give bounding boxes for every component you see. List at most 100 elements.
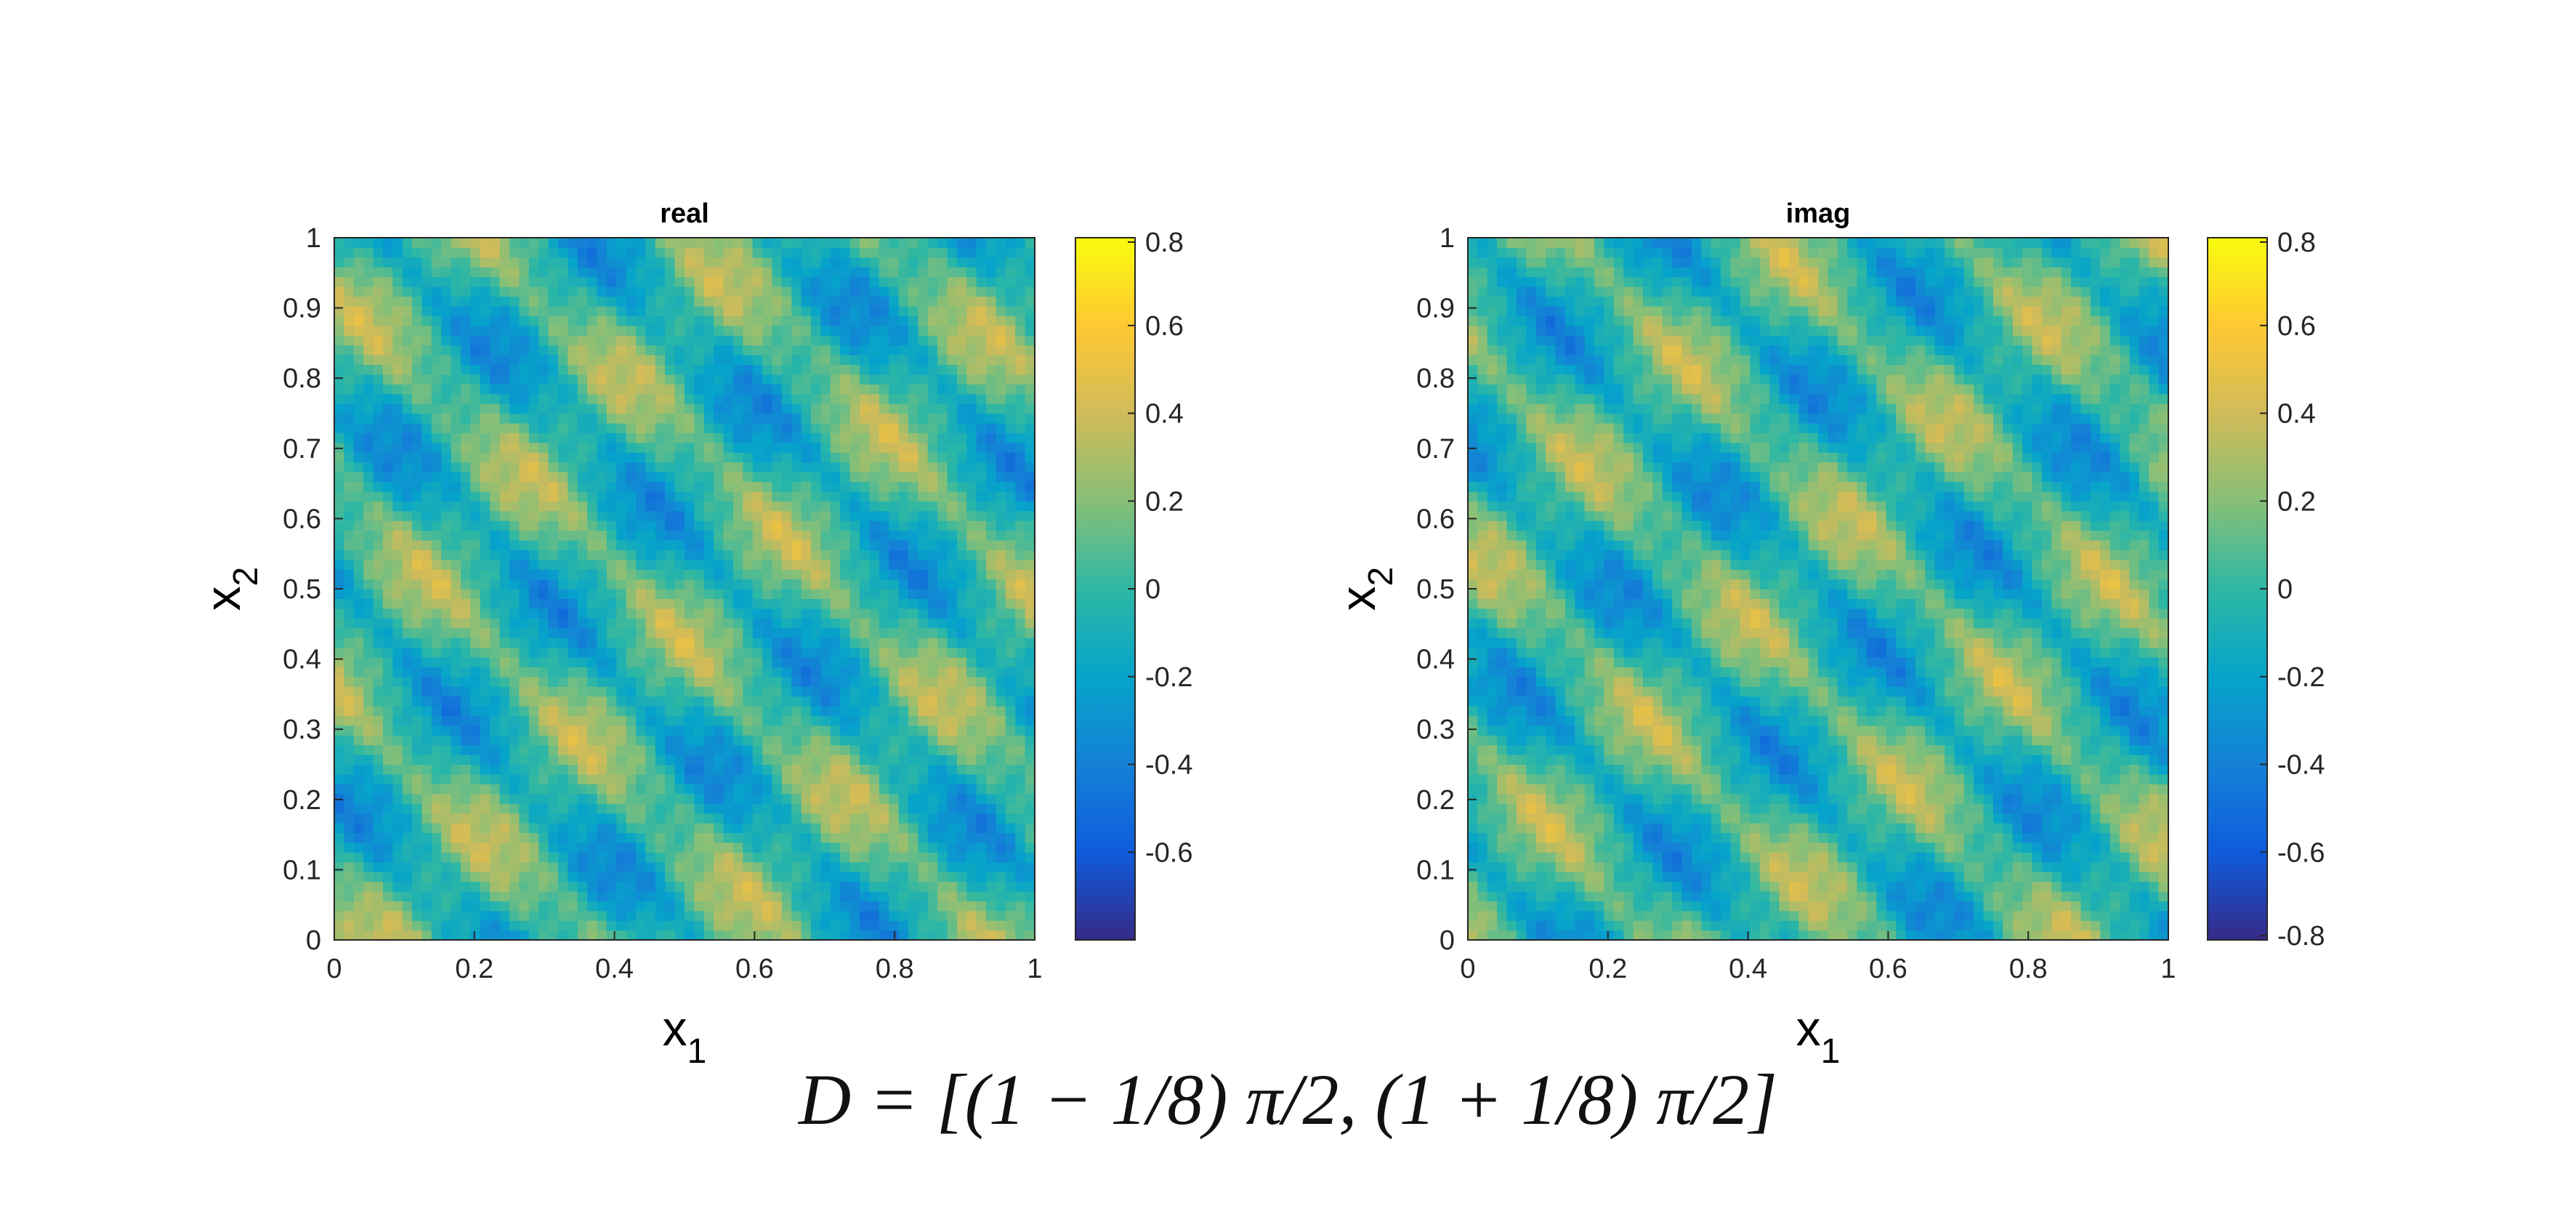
heatmap-cell: [392, 618, 403, 629]
heatmap-cell: [402, 335, 413, 346]
heatmap-cell: [918, 735, 929, 746]
heatmap-cell: [1005, 676, 1016, 687]
heatmap-cell: [548, 539, 559, 550]
heatmap-cell: [392, 335, 403, 346]
heatmap-cell: [918, 472, 929, 483]
heatmap-cell: [694, 539, 705, 550]
heatmap-cell: [732, 773, 743, 784]
heatmap-cell: [548, 296, 559, 307]
heatmap-cell: [1015, 715, 1026, 726]
heatmap-cell: [898, 901, 909, 912]
heatmap-cell: [538, 608, 549, 619]
heatmap-cell: [441, 559, 452, 570]
heatmap-cell: [996, 920, 1006, 931]
heatmap-cell: [986, 686, 997, 697]
heatmap-cell: [908, 686, 918, 697]
heatmap-cell: [353, 520, 364, 531]
heatmap-cell: [402, 773, 413, 784]
heatmap-cell: [655, 823, 666, 834]
heatmap-cell: [509, 823, 520, 834]
heatmap-cell: [373, 696, 384, 707]
heatmap-cell: [927, 539, 938, 550]
heatmap-cell: [344, 491, 355, 502]
heatmap-cell: [811, 773, 822, 784]
heatmap-cell: [937, 706, 948, 717]
heatmap-cell: [412, 345, 423, 355]
heatmap-cell: [860, 296, 870, 307]
heatmap-cell: [801, 784, 812, 795]
heatmap-cell: [636, 861, 647, 872]
heatmap-cell: [421, 325, 432, 336]
heatmap-cell: [869, 569, 880, 580]
heatmap-cell: [334, 744, 344, 755]
heatmap-cell: [499, 647, 510, 658]
heatmap-cell: [723, 881, 734, 892]
heatmap-cell: [743, 872, 754, 883]
heatmap-cell: [557, 852, 568, 863]
heatmap-cell: [441, 686, 452, 697]
heatmap-cell: [363, 872, 374, 883]
heatmap-cell: [665, 618, 676, 629]
heatmap-cell: [470, 627, 481, 638]
heatmap-cell: [402, 784, 413, 795]
heatmap-cell: [431, 842, 442, 853]
heatmap-cell: [937, 784, 948, 795]
heatmap-cell: [1015, 773, 1026, 784]
heatmap-cell: [801, 803, 812, 814]
heatmap-cell: [685, 559, 695, 570]
heatmap-cell: [956, 472, 967, 483]
heatmap-cell: [840, 393, 851, 404]
heatmap-cell: [490, 315, 501, 326]
heatmap-cell: [334, 638, 344, 648]
heatmap-cell: [431, 715, 442, 726]
heatmap-cell: [334, 433, 344, 443]
heatmap-cell: [937, 422, 948, 433]
heatmap-cell: [626, 832, 637, 843]
heatmap-cell: [431, 433, 442, 443]
heatmap-cell: [1025, 520, 1035, 531]
heatmap-cell: [830, 579, 841, 590]
heatmap-cell: [373, 881, 384, 892]
heatmap-cell: [382, 559, 393, 570]
heatmap-cell: [714, 364, 724, 375]
heatmap-cell: [918, 579, 929, 590]
heatmap-cell: [762, 803, 773, 814]
heatmap-cell: [499, 491, 510, 502]
heatmap-cell: [927, 325, 938, 336]
heatmap-cell: [480, 725, 490, 736]
heatmap-cell: [509, 764, 520, 775]
heatmap-cell: [402, 852, 413, 863]
heatmap-cell: [762, 638, 773, 648]
heatmap-cell: [840, 755, 851, 765]
heatmap-cell: [743, 725, 754, 736]
heatmap-cell: [996, 579, 1006, 590]
heatmap-cell: [947, 656, 958, 667]
heatmap-cell: [898, 296, 909, 307]
heatmap-cell: [743, 910, 754, 921]
heatmap-cell: [421, 656, 432, 667]
heatmap-cell: [1015, 930, 1026, 941]
heatmap-cell: [451, 393, 461, 404]
heatmap-cell: [879, 530, 889, 541]
heatmap-cell: [1015, 364, 1026, 375]
heatmap-cell: [665, 852, 676, 863]
heatmap-cell: [801, 706, 812, 717]
heatmap-cell: [956, 422, 967, 433]
heatmap-cell: [956, 374, 967, 385]
heatmap-cell: [956, 569, 967, 580]
heatmap-cell: [528, 345, 539, 355]
heatmap-cell: [791, 384, 802, 395]
heatmap-cell: [723, 393, 734, 404]
heatmap-cell: [743, 472, 754, 483]
heatmap-cell: [791, 823, 802, 834]
heatmap-cell: [752, 773, 763, 784]
heatmap-cell: [820, 910, 831, 921]
heatmap-cell: [694, 374, 705, 385]
heatmap-cell: [908, 901, 918, 912]
heatmap-cell: [966, 539, 977, 550]
heatmap-cell: [373, 706, 384, 717]
heatmap-cell: [762, 403, 773, 414]
heatmap-cell: [927, 910, 938, 921]
heatmap-cell: [976, 403, 987, 414]
heatmap-cell: [402, 715, 413, 726]
